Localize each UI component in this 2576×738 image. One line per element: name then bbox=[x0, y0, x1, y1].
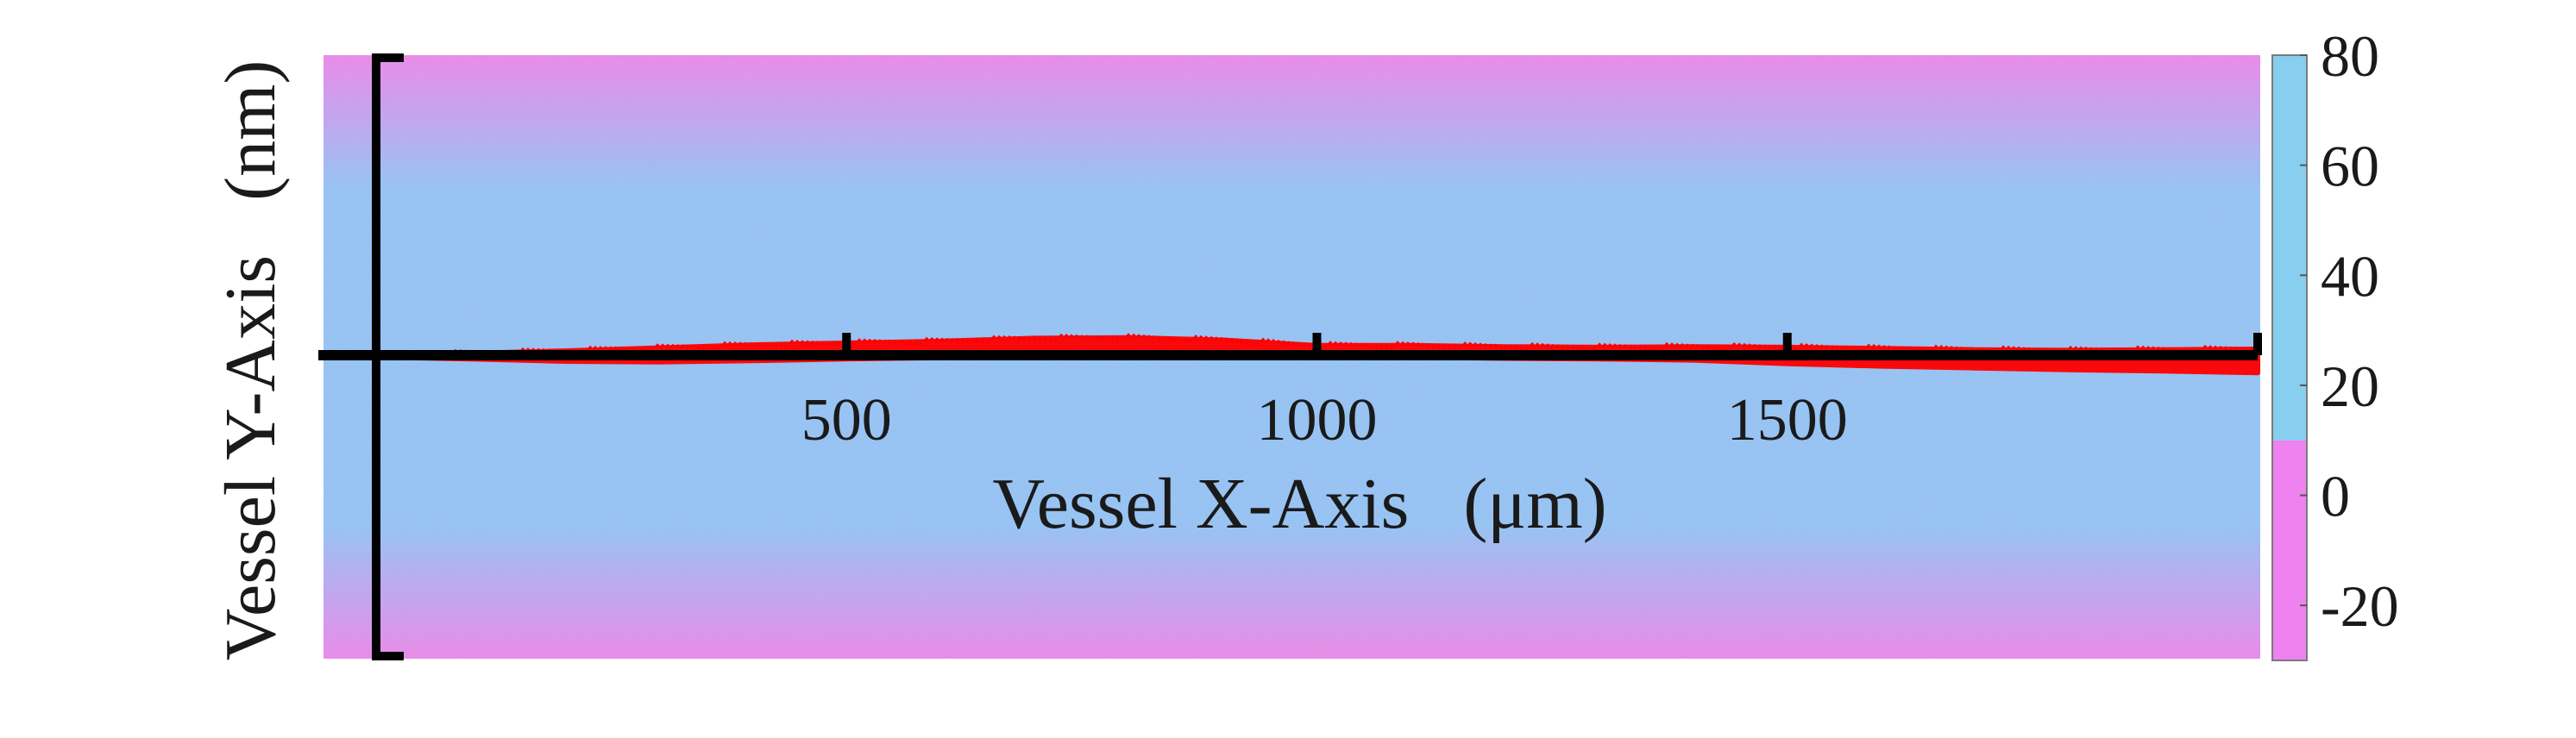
x-tick-labels: 500 1000 1500 bbox=[801, 387, 1848, 453]
colorbar-low-segment bbox=[2272, 440, 2307, 660]
colorbar-frame bbox=[2271, 54, 2308, 661]
colorbar: 80 60 40 20 0 -20 bbox=[2271, 23, 2399, 661]
axes bbox=[318, 53, 2262, 660]
colorbar-tick-marks bbox=[2300, 54, 2307, 607]
colorbar-tick-label-20: 20 bbox=[2321, 353, 2379, 419]
colorbar-tick-label-60: 60 bbox=[2321, 134, 2379, 199]
x-tick-label-500: 500 bbox=[801, 387, 892, 453]
x-tick-label-1000: 1000 bbox=[1257, 387, 1378, 453]
y-axis-label: Vessel Y-Axis (nm) bbox=[210, 60, 291, 661]
x-axis-label: Vessel X-Axis (μm) bbox=[992, 464, 1606, 544]
colorbar-tick-label-minus-20: -20 bbox=[2321, 573, 2399, 639]
colorbar-high-segment bbox=[2272, 55, 2307, 441]
x-tick-label-1500: 1500 bbox=[1727, 387, 1848, 453]
colorbar-tick-label-0: 0 bbox=[2321, 464, 2350, 529]
colorbar-tick-label-80: 80 bbox=[2321, 23, 2379, 89]
colorbar-tick-label-40: 40 bbox=[2321, 243, 2379, 309]
